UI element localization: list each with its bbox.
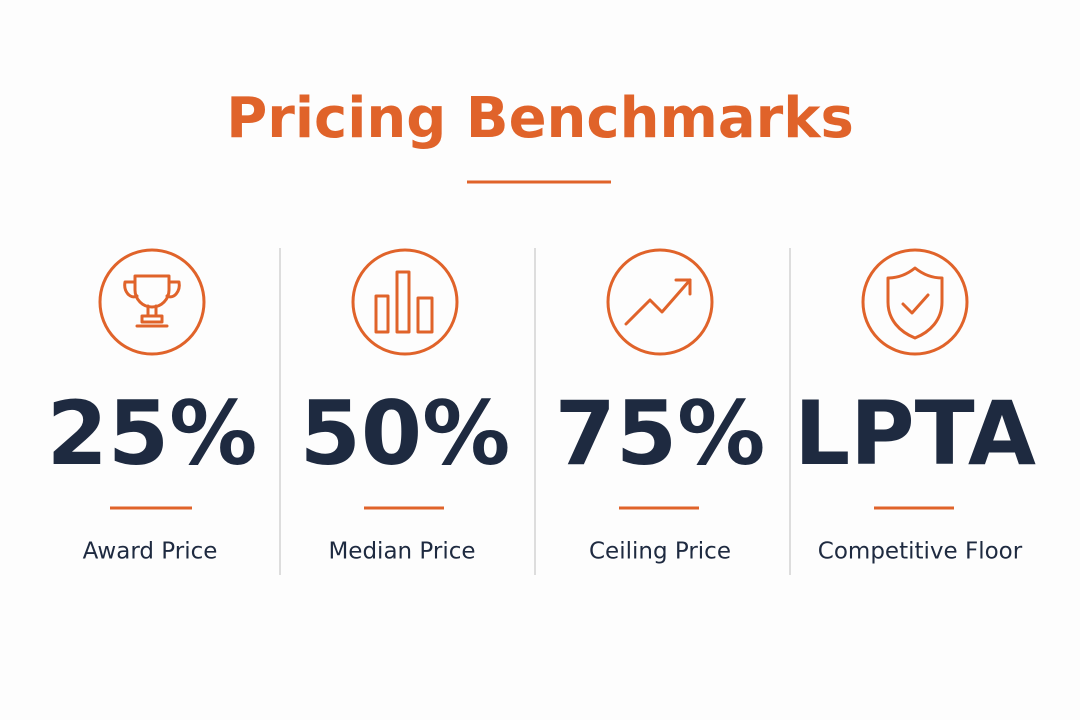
label: Median Price <box>328 539 475 565</box>
icon-circle <box>606 248 714 356</box>
card: 75% Ceiling Price <box>555 248 766 565</box>
label: Ceiling Price <box>589 539 731 565</box>
trend-icon <box>624 278 692 326</box>
bars-icon <box>374 270 434 334</box>
icon-circle <box>861 248 969 356</box>
icon-circle <box>98 248 206 356</box>
card: 50% Median Price <box>300 248 511 565</box>
value: 50% <box>300 382 511 485</box>
icon-circle <box>351 248 459 356</box>
title: Pricing Benchmarks <box>226 86 854 151</box>
trophy-icon <box>123 274 181 328</box>
label: Award Price <box>83 539 218 565</box>
card: 25% Award Price <box>47 248 258 565</box>
shield-icon <box>886 266 944 340</box>
value: 75% <box>555 382 766 485</box>
card: LPTA Competitive Floor <box>794 248 1036 565</box>
value: LPTA <box>794 382 1036 485</box>
value: 25% <box>47 382 258 485</box>
label: Competitive Floor <box>818 539 1023 565</box>
